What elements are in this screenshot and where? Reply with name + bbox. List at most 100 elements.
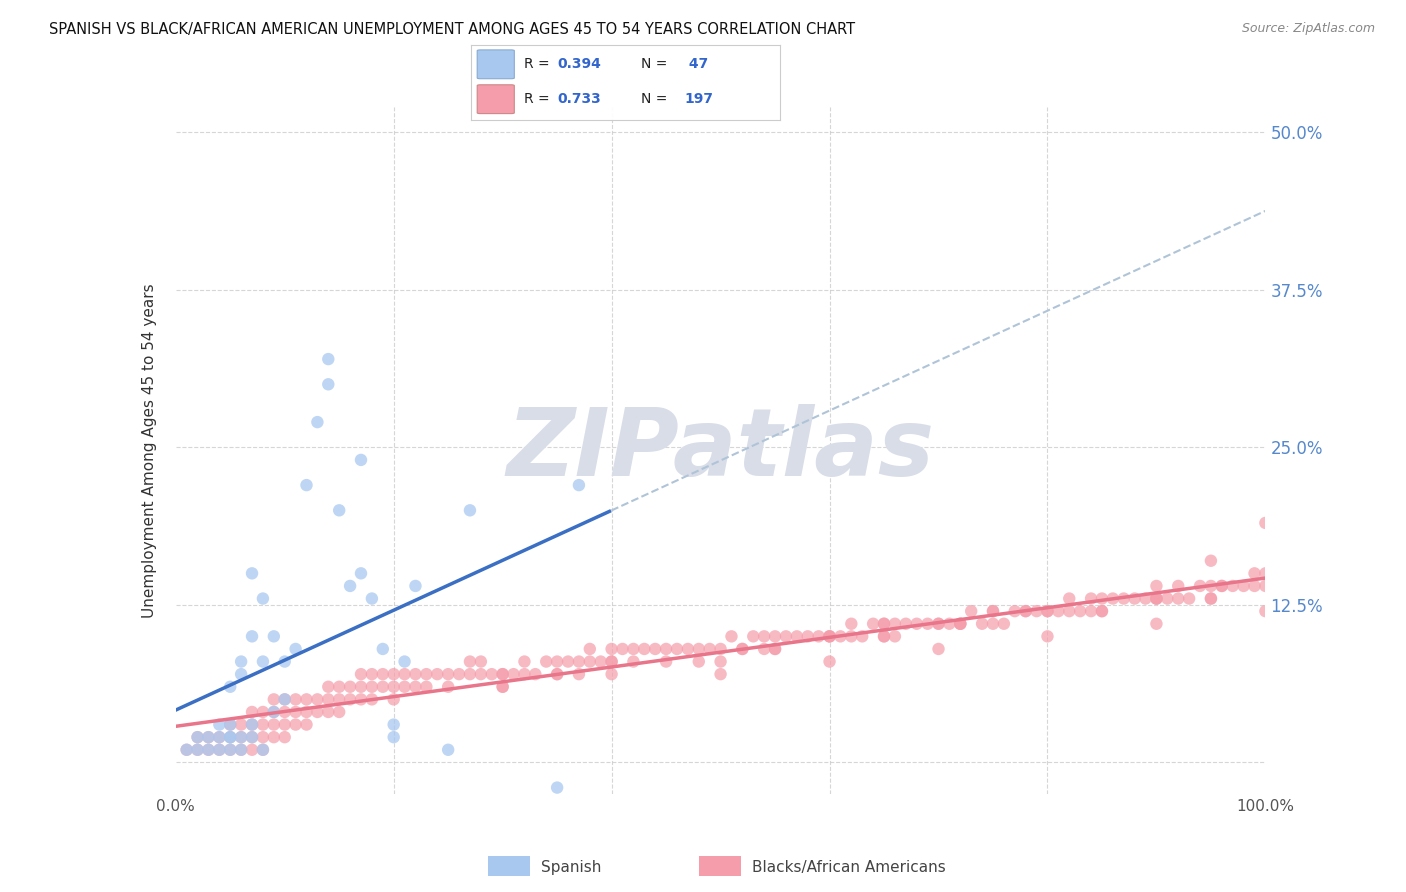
Point bbox=[1156, 591, 1178, 606]
Point bbox=[371, 667, 394, 681]
Point bbox=[1254, 604, 1277, 618]
Point bbox=[186, 730, 209, 744]
Point bbox=[949, 616, 972, 631]
Point bbox=[546, 667, 568, 681]
Point bbox=[197, 743, 219, 757]
Point bbox=[176, 743, 198, 757]
Point bbox=[371, 642, 394, 657]
Point bbox=[763, 642, 786, 657]
Point bbox=[655, 642, 678, 657]
Point bbox=[568, 478, 591, 492]
Point bbox=[350, 453, 373, 467]
Point bbox=[579, 655, 602, 669]
Point bbox=[807, 629, 830, 643]
Point bbox=[176, 743, 198, 757]
Point bbox=[1199, 554, 1222, 568]
Point bbox=[1047, 604, 1070, 618]
Point bbox=[1144, 616, 1167, 631]
Point bbox=[208, 730, 231, 744]
Text: SPANISH VS BLACK/AFRICAN AMERICAN UNEMPLOYMENT AMONG AGES 45 TO 54 YEARS CORRELA: SPANISH VS BLACK/AFRICAN AMERICAN UNEMPL… bbox=[49, 22, 855, 37]
Point bbox=[981, 604, 1004, 618]
Point bbox=[284, 692, 307, 706]
Point bbox=[318, 680, 340, 694]
Point bbox=[318, 705, 340, 719]
Point bbox=[1199, 591, 1222, 606]
Point bbox=[284, 705, 307, 719]
Point bbox=[600, 642, 623, 657]
Point bbox=[328, 705, 350, 719]
Point bbox=[754, 629, 776, 643]
Point bbox=[360, 667, 382, 681]
Point bbox=[949, 616, 972, 631]
Point bbox=[339, 692, 361, 706]
Point bbox=[1199, 579, 1222, 593]
Point bbox=[274, 692, 297, 706]
Point bbox=[676, 642, 699, 657]
Point bbox=[252, 743, 274, 757]
Point bbox=[415, 680, 437, 694]
Point bbox=[284, 717, 307, 731]
Point bbox=[371, 680, 394, 694]
Point bbox=[458, 667, 481, 681]
Point bbox=[231, 730, 253, 744]
Point bbox=[534, 655, 557, 669]
Point bbox=[851, 629, 873, 643]
Point bbox=[318, 377, 340, 392]
Point bbox=[307, 415, 329, 429]
Point bbox=[546, 667, 568, 681]
Point bbox=[240, 566, 263, 581]
Point bbox=[219, 730, 242, 744]
Point bbox=[350, 680, 373, 694]
Point bbox=[1243, 579, 1265, 593]
Point bbox=[1069, 604, 1091, 618]
Point bbox=[252, 743, 274, 757]
Point bbox=[252, 591, 274, 606]
Point bbox=[775, 629, 797, 643]
Point bbox=[1254, 566, 1277, 581]
Point bbox=[1057, 591, 1080, 606]
Point bbox=[295, 705, 318, 719]
Text: Blacks/African Americans: Blacks/African Americans bbox=[752, 860, 946, 874]
Point bbox=[274, 655, 297, 669]
Point bbox=[862, 616, 884, 631]
Point bbox=[186, 743, 209, 757]
Point bbox=[1144, 591, 1167, 606]
Point bbox=[731, 642, 754, 657]
Point bbox=[470, 667, 492, 681]
Point bbox=[405, 680, 427, 694]
Point bbox=[905, 616, 928, 631]
Point bbox=[437, 667, 460, 681]
Point bbox=[263, 705, 285, 719]
Point bbox=[949, 616, 972, 631]
Point bbox=[830, 629, 852, 643]
Point bbox=[546, 780, 568, 795]
Point bbox=[231, 717, 253, 731]
Point bbox=[219, 680, 242, 694]
Point bbox=[186, 730, 209, 744]
Point bbox=[818, 655, 841, 669]
Point bbox=[274, 730, 297, 744]
Point bbox=[350, 566, 373, 581]
Point bbox=[231, 667, 253, 681]
Point bbox=[274, 717, 297, 731]
Point bbox=[731, 642, 754, 657]
Point bbox=[394, 680, 416, 694]
Point bbox=[240, 730, 263, 744]
Text: R =: R = bbox=[523, 92, 554, 106]
Point bbox=[1004, 604, 1026, 618]
Point bbox=[1135, 591, 1157, 606]
Point bbox=[382, 667, 405, 681]
Point bbox=[873, 629, 896, 643]
Point bbox=[263, 692, 285, 706]
Point bbox=[240, 743, 263, 757]
Point bbox=[938, 616, 960, 631]
Point bbox=[394, 667, 416, 681]
Text: R =: R = bbox=[523, 57, 554, 71]
Point bbox=[328, 692, 350, 706]
Point bbox=[328, 503, 350, 517]
Point bbox=[818, 629, 841, 643]
Point bbox=[219, 717, 242, 731]
Point bbox=[621, 642, 644, 657]
Point bbox=[710, 667, 733, 681]
Point bbox=[1144, 579, 1167, 593]
